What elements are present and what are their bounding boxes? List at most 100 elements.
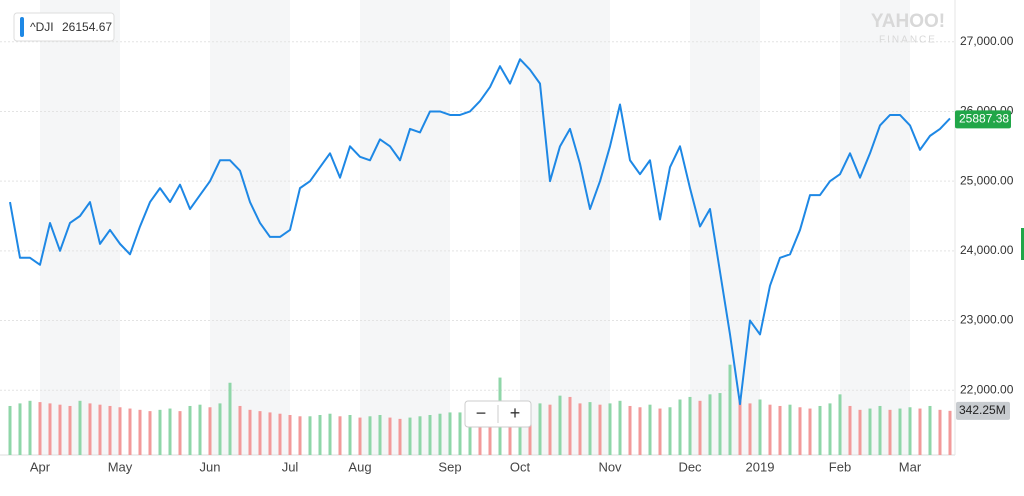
volume-bar [908, 407, 912, 455]
volume-bar [638, 407, 642, 455]
volume-bar [718, 393, 722, 455]
volume-bar [48, 403, 52, 455]
volume-bar [428, 415, 432, 455]
volume-bar [628, 405, 632, 455]
volume-bar [228, 382, 232, 455]
price-label: 25887.38 [959, 112, 1009, 126]
zoom-in[interactable]: + [510, 403, 521, 423]
x-tick-label: Mar [899, 459, 922, 474]
volume-bar [648, 404, 652, 455]
y-tick-label: 23,000.00 [960, 313, 1014, 327]
volume-bar [558, 395, 562, 455]
volume-bar [588, 402, 592, 455]
volume-bar [698, 400, 702, 455]
volume-bar [208, 407, 212, 455]
volume-badge [956, 401, 1010, 420]
volume-bar [138, 409, 142, 455]
volume-bar [178, 411, 182, 455]
volume-bar [538, 403, 542, 455]
volume-bar [8, 405, 12, 455]
legend-name: ^DJI [30, 20, 54, 34]
volume-bar [258, 411, 262, 455]
volume-bar [98, 404, 102, 455]
x-tick-label: Apr [30, 459, 51, 474]
volume-bar [198, 404, 202, 455]
y-tick-label: 27,000.00 [960, 34, 1014, 48]
volume-bar [158, 409, 162, 455]
volume-bar [888, 409, 892, 455]
volume-bar [388, 417, 392, 455]
volume-bar [578, 403, 582, 455]
volume-bar [788, 404, 792, 455]
volume-bar [778, 405, 782, 455]
volume-bar [328, 413, 332, 455]
month-band [360, 0, 450, 455]
volume-bar [278, 413, 282, 455]
volume-bar [728, 364, 732, 455]
x-tick-label: Jul [282, 459, 299, 474]
volume-bar [598, 404, 602, 455]
volume-bar [868, 408, 872, 455]
volume-bar [408, 417, 412, 455]
volume-bar [548, 404, 552, 455]
x-tick-label: Feb [829, 459, 851, 474]
volume-bar [518, 400, 522, 455]
volume-bar [418, 416, 422, 455]
volume-bar [848, 405, 852, 455]
plot [9, 58, 951, 406]
volume-bar [108, 405, 112, 455]
volume-bar [378, 415, 382, 455]
volume-bar [618, 400, 622, 455]
logo: YAHOO! [871, 11, 945, 32]
volume-bar [118, 407, 122, 455]
volume-bar [188, 405, 192, 455]
volume-bar [668, 407, 672, 455]
volume-bar [358, 417, 362, 455]
volume-bar [148, 411, 152, 455]
volume-bar [838, 394, 842, 455]
month-band [210, 0, 290, 455]
volume-bar [68, 405, 72, 455]
volume-bar [38, 402, 42, 455]
volume-bar [298, 416, 302, 455]
volume-bar [528, 405, 532, 455]
volume-bar [568, 396, 572, 455]
legend-box [13, 12, 115, 42]
legend-swatch [20, 17, 24, 37]
x-tick-label: Sep [438, 459, 461, 474]
volume-bar [168, 408, 172, 455]
volume-bar [508, 411, 512, 455]
volume-bar [738, 400, 742, 455]
volume-bar [828, 403, 832, 455]
logo-sub: FINANCE [879, 35, 937, 46]
volume-bar [488, 413, 492, 455]
volume-bar [448, 412, 452, 455]
volume-bar [948, 410, 952, 455]
grid [0, 41, 955, 391]
volume-bar [58, 404, 62, 455]
volume-bar [608, 403, 612, 455]
volume-bar [658, 408, 662, 455]
month-band [520, 0, 610, 455]
volume-bar [798, 407, 802, 455]
zoom-out[interactable]: − [476, 403, 487, 423]
x-tick-label: May [108, 459, 133, 474]
month-bands [0, 0, 956, 456]
month-band [840, 0, 910, 455]
volume [8, 364, 952, 455]
volume-bar [688, 396, 692, 455]
volume-label: 342.25M [959, 403, 1006, 417]
x-tick-label: Oct [510, 459, 531, 474]
legend-value: 26154.67 [62, 20, 112, 34]
volume-bar [678, 399, 682, 455]
volume-bar [748, 403, 752, 455]
month-band [690, 0, 760, 455]
x-tick-label: Jun [200, 459, 221, 474]
volume-bar [338, 416, 342, 455]
volume-bar [348, 415, 352, 455]
volume-bar [318, 415, 322, 455]
y-tick-label: 22,000.00 [960, 382, 1014, 396]
volume-bar [88, 403, 92, 455]
month-band [40, 0, 120, 455]
